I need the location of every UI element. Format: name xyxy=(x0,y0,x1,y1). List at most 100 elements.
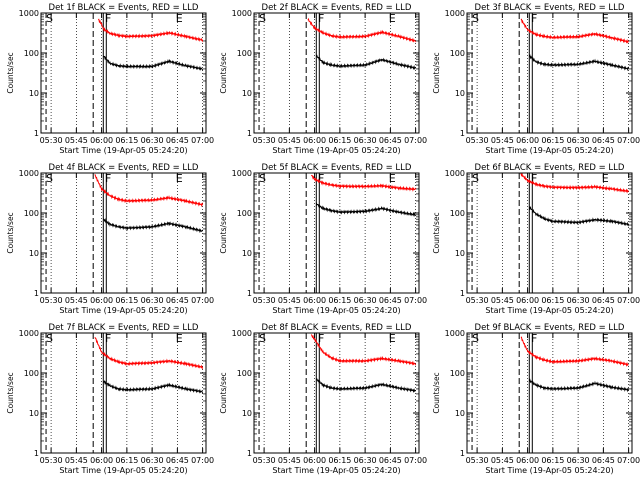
x-tick-label: 07:00 xyxy=(617,136,640,145)
x-tick-label: 05:30 xyxy=(466,456,489,465)
x-tick-label: 07:00 xyxy=(191,456,214,465)
marker-label: S xyxy=(472,12,479,25)
x-tick-label: 07:00 xyxy=(617,456,640,465)
x-axis-label: Start Time (19-Apr-05 05:24:20) xyxy=(485,306,613,315)
y-tick-label: 1000 xyxy=(19,329,39,338)
y-tick-label: 1000 xyxy=(19,9,39,18)
y-tick-label: 10 xyxy=(455,249,465,258)
chart-title: Det 4f BLACK = Events, RED = LLD xyxy=(49,163,199,173)
x-tick-label: 06:00 xyxy=(303,136,326,145)
x-tick-label: 06:30 xyxy=(141,136,164,145)
lld-series-line xyxy=(94,174,204,208)
x-tick-label: 06:15 xyxy=(541,136,564,145)
x-axis-label: Start Time (19-Apr-05 05:24:20) xyxy=(485,146,613,155)
x-tick-label: 06:00 xyxy=(516,456,539,465)
chart-title: Det 2f BLACK = Events, RED = LLD xyxy=(262,3,412,13)
events-series-line xyxy=(315,378,416,393)
marker-label: F xyxy=(318,12,324,25)
detector-panel: S F E 1 10 100 1000 05:30 05:45 06:00 06:15 06:30 06… xyxy=(0,320,214,480)
x-axis-label: Start Time (19-Apr-05 05:24:20) xyxy=(59,306,187,315)
chart-title: Det 3f BLACK = Events, RED = LLD xyxy=(475,3,625,13)
x-tick-label: 06:00 xyxy=(90,296,113,305)
lld-series-line xyxy=(310,334,417,366)
y-tick-label: 100 xyxy=(24,209,39,218)
x-tick-label: 06:30 xyxy=(354,456,377,465)
x-tick-label: 05:30 xyxy=(253,296,276,305)
y-tick-label: 1000 xyxy=(445,169,465,178)
chart-title: Det 6f BLACK = Events, RED = LLD xyxy=(475,163,625,173)
y-tick-label: 10 xyxy=(242,249,252,258)
marker-label: F xyxy=(105,332,111,345)
x-tick-label: 05:45 xyxy=(65,456,88,465)
y-tick-label: 10 xyxy=(29,409,39,418)
detector-panel: S F E 1 10 100 1000 05:30 05:45 06:00 06:15 06:30 06… xyxy=(213,320,427,480)
y-axis-label: Counts/sec xyxy=(6,372,15,413)
x-tick-label: 07:00 xyxy=(191,296,214,305)
y-axis-label: Counts/sec xyxy=(432,212,441,253)
marker-label: S xyxy=(472,332,479,345)
y-tick-label: 1 xyxy=(247,129,252,138)
x-tick-label: 06:00 xyxy=(303,456,326,465)
marker-label: S xyxy=(46,12,53,25)
x-tick-label: 06:30 xyxy=(567,136,590,145)
y-tick-label: 1 xyxy=(34,449,39,458)
marker-label: E xyxy=(389,172,396,185)
x-tick-label: 07:00 xyxy=(191,136,214,145)
x-axis-label: Start Time (19-Apr-05 05:24:20) xyxy=(59,146,187,155)
chart-svg: S F E 1 10 100 1000 05:30 05:45 06:00 06:15 06:30 06… xyxy=(432,163,640,315)
x-tick-label: 05:45 xyxy=(65,136,88,145)
plot-frame xyxy=(466,172,633,294)
y-tick-label: 1 xyxy=(34,129,39,138)
x-tick-label: 05:30 xyxy=(40,296,63,305)
y-tick-label: 10 xyxy=(29,89,39,98)
plot-frame xyxy=(466,12,633,134)
y-axis-label: Counts/sec xyxy=(219,212,228,253)
x-tick-label: 06:30 xyxy=(354,296,377,305)
events-series-line xyxy=(315,202,416,218)
lld-series-line xyxy=(520,173,629,194)
events-series-line xyxy=(102,218,204,234)
chart-svg: S F E 1 10 100 1000 05:30 05:45 06:00 06:15 06:30 06… xyxy=(432,323,640,475)
marker-label: S xyxy=(259,332,266,345)
detector-panel: S F E 1 10 100 1000 05:30 05:45 06:00 06:15 06:30 06… xyxy=(426,160,640,320)
x-tick-label: 06:30 xyxy=(141,456,164,465)
x-tick-label: 05:30 xyxy=(466,296,489,305)
detector-panel: S F E 1 10 100 1000 05:30 05:45 06:00 06:15 06:30 06… xyxy=(426,320,640,480)
y-tick-label: 100 xyxy=(24,49,39,58)
events-series-line xyxy=(528,54,630,72)
y-tick-label: 1 xyxy=(34,289,39,298)
x-tick-label: 05:45 xyxy=(491,456,514,465)
y-tick-label: 1000 xyxy=(232,169,252,178)
marker-label: E xyxy=(176,12,183,25)
y-axis-label: Counts/sec xyxy=(6,212,15,253)
marker-label: F xyxy=(318,172,324,185)
x-tick-label: 06:15 xyxy=(115,136,138,145)
y-tick-label: 1 xyxy=(460,449,465,458)
y-tick-label: 10 xyxy=(242,409,252,418)
y-tick-label: 10 xyxy=(455,89,465,98)
x-tick-label: 06:15 xyxy=(541,456,564,465)
chart-svg: S F E 1 10 100 1000 05:30 05:45 06:00 06:15 06:30 06… xyxy=(6,3,214,155)
marker-label: F xyxy=(105,172,111,185)
x-tick-label: 06:00 xyxy=(516,296,539,305)
x-tick-label: 06:45 xyxy=(379,456,402,465)
x-tick-label: 05:45 xyxy=(278,136,301,145)
y-tick-label: 100 xyxy=(450,49,465,58)
x-tick-label: 06:45 xyxy=(166,136,189,145)
x-tick-label: 05:45 xyxy=(491,296,514,305)
marker-label: S xyxy=(472,172,479,185)
marker-label: F xyxy=(318,332,324,345)
detector-panel: S F E 1 10 100 1000 05:30 05:45 06:00 06:15 06:30 06… xyxy=(213,0,427,160)
x-tick-label: 05:30 xyxy=(466,136,489,145)
detector-panel: S F E 1 10 100 1000 05:30 05:45 06:00 06:15 06:30 06… xyxy=(213,160,427,320)
x-tick-label: 06:15 xyxy=(541,296,564,305)
chart-title: Det 7f BLACK = Events, RED = LLD xyxy=(49,323,199,333)
y-tick-label: 1000 xyxy=(19,169,39,178)
marker-label: F xyxy=(531,12,537,25)
detector-panel: S F E 1 10 100 1000 05:30 05:45 06:00 06:15 06:30 06… xyxy=(0,0,214,160)
lld-series-line xyxy=(520,336,629,367)
marker-label: F xyxy=(105,12,111,25)
x-tick-label: 06:00 xyxy=(303,296,326,305)
x-tick-label: 06:45 xyxy=(379,296,402,305)
